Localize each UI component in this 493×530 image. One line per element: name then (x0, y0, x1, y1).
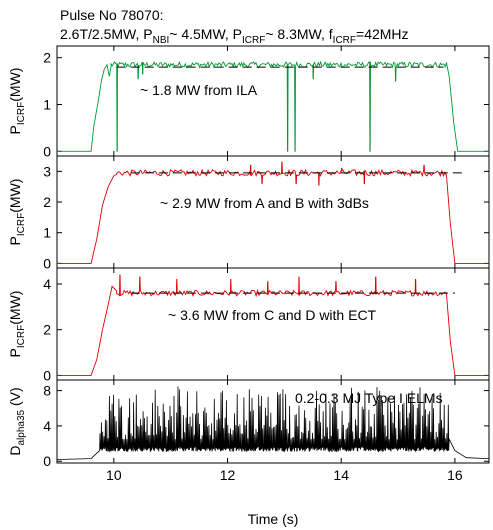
y-tick-label: 2 (43, 50, 51, 66)
y-tick-label: 2 (43, 322, 51, 338)
power-trace (57, 274, 489, 376)
panel-frame (56, 267, 490, 381)
y-tick-label: 2 (43, 194, 51, 210)
y-tick-label: 4 (43, 418, 51, 434)
power-trace (57, 161, 489, 264)
plot-area (57, 386, 489, 460)
x-tick-label: 12 (220, 467, 236, 483)
panel-3: 0 2 4 PICRF(MW) ~ 3.6 MW from C and D with E… (7, 267, 490, 383)
x-tick-label: 16 (447, 467, 463, 483)
y-tick-label: 3 (43, 163, 51, 179)
dalpha-trace (57, 386, 489, 460)
panel-annotation: ~ 2.9 MW from A and B with 3dBs (160, 195, 369, 211)
y-axis-label: PICRF(MW) (7, 68, 27, 135)
y-tick-label: 0 (43, 143, 51, 159)
panel-1: 0 1 2 PICRF(MW) ~ 1.8 MW from ILA (7, 45, 490, 159)
plot-area (57, 274, 489, 376)
panel-2: 0 1 2 3 PICRF(MW) ~ 2.9 MW from A and B with … (7, 155, 490, 271)
x-tick-label: 10 (106, 467, 122, 483)
panel-annotation: ~ 1.8 MW from ILA (140, 82, 258, 98)
y-axis-label: PICRF(MW) (7, 291, 27, 358)
panel-4: 0 4 8 10 12 14 16 Dalpha35 (V) 0.2-0.3 MJ Type I… (7, 379, 490, 483)
y-axis-label: Dalpha35 (V) (7, 387, 27, 455)
pulse-parameters: 2.6T/2.5MW, PNBI~ 4.5MW, PICRF~ 8.3MW, f… (60, 26, 409, 46)
pulse-title: Pulse No 78070: (60, 7, 164, 23)
y-tick-label: 0 (43, 255, 51, 271)
panel-frame (56, 379, 490, 464)
panel-annotation: 0.2-0.3 MJ Type I ELMs (295, 390, 443, 406)
y-axis-label: PICRF(MW) (7, 179, 27, 246)
panel-annotation: ~ 3.6 MW from C and D with ECT (168, 307, 377, 323)
y-tick-label: 0 (43, 453, 51, 469)
y-tick-label: 8 (43, 383, 51, 399)
power-trace (57, 60, 489, 152)
y-tick-label: 1 (43, 225, 51, 241)
x-axis-label: Time (s) (248, 511, 299, 527)
y-tick-label: 0 (43, 367, 51, 383)
x-tick-label: 14 (333, 467, 349, 483)
plot-area (57, 161, 489, 264)
plot-area (57, 60, 489, 152)
y-tick-label: 4 (43, 276, 51, 292)
y-tick-label: 1 (43, 97, 51, 113)
